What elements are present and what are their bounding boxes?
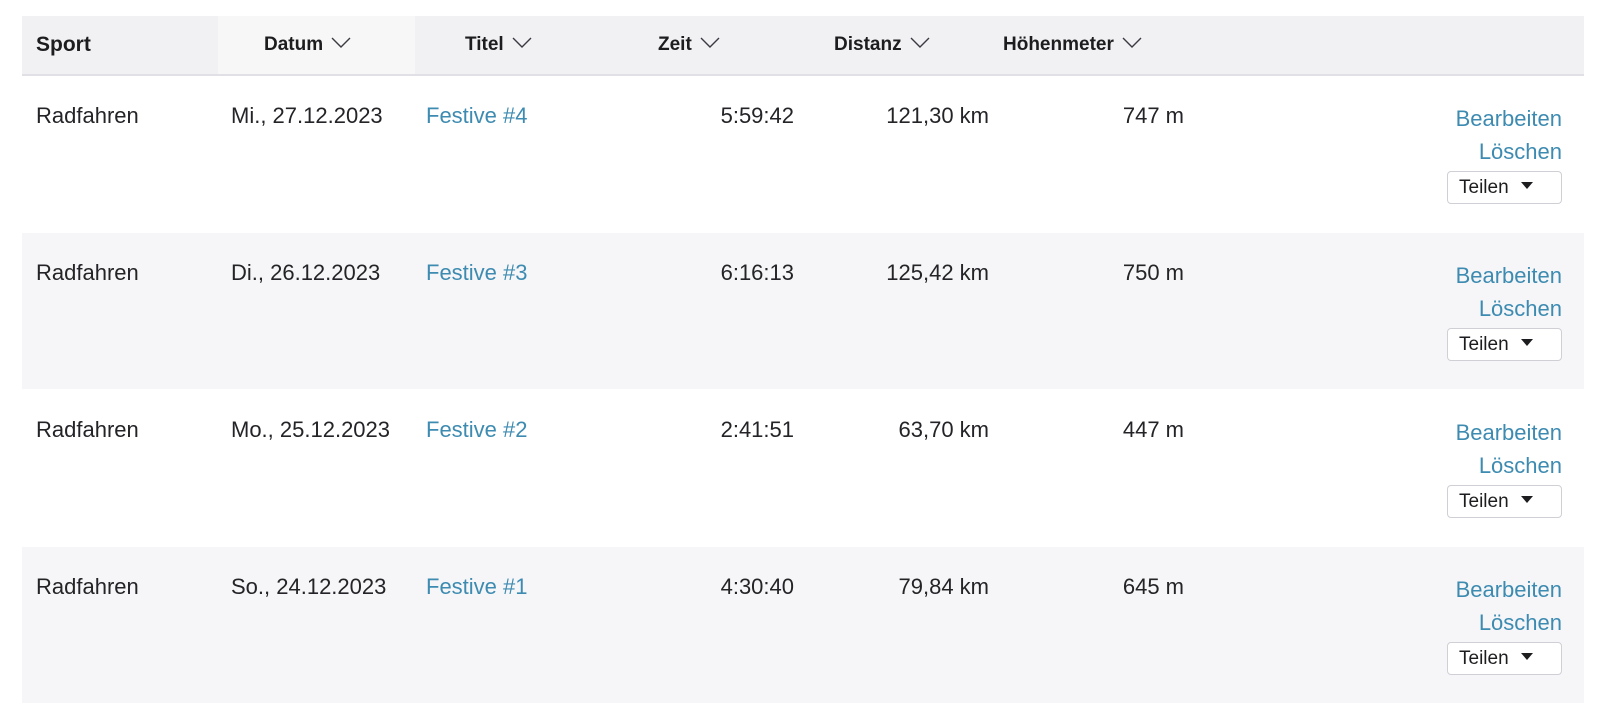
distance-cell: 63,70 km — [898, 417, 990, 442]
chevron-down-icon — [700, 37, 720, 48]
table-row: Radfahren Mi., 27.12.2023 Festive #4 5:5… — [22, 76, 1584, 233]
date-cell: So., 24.12.2023 — [231, 574, 387, 599]
sport-cell: Radfahren — [36, 260, 139, 285]
edit-link[interactable]: Bearbeiten — [1455, 106, 1562, 131]
column-header-distanz[interactable]: Distanz — [834, 16, 930, 74]
row-actions: Bearbeiten Löschen Teilen — [1447, 416, 1562, 518]
table-header: Sport Datum Titel Zeit Distanz Höhenmete… — [22, 16, 1584, 76]
column-header-label: Titel — [465, 34, 504, 55]
column-header-zeit[interactable]: Zeit — [658, 16, 720, 74]
share-label: Teilen — [1459, 177, 1509, 198]
column-header-titel[interactable]: Titel — [465, 16, 532, 74]
share-dropdown-button[interactable]: Teilen — [1447, 328, 1562, 361]
edit-link[interactable]: Bearbeiten — [1455, 577, 1562, 602]
date-cell: Mi., 27.12.2023 — [231, 103, 383, 128]
title-link[interactable]: Festive #3 — [426, 260, 528, 285]
caret-down-icon — [1520, 339, 1533, 347]
chevron-down-icon — [331, 37, 351, 48]
share-dropdown-button[interactable]: Teilen — [1447, 642, 1562, 675]
time-cell: 6:16:13 — [720, 260, 794, 285]
edit-link[interactable]: Bearbeiten — [1455, 420, 1562, 445]
caret-down-icon — [1520, 653, 1533, 661]
sport-cell: Radfahren — [36, 103, 139, 128]
title-link[interactable]: Festive #2 — [426, 417, 528, 442]
elevation-cell: 750 m — [1122, 260, 1184, 285]
table-row: Radfahren Mo., 25.12.2023 Festive #2 2:4… — [22, 390, 1584, 547]
chevron-down-icon — [910, 37, 930, 48]
share-label: Teilen — [1459, 334, 1509, 355]
row-actions: Bearbeiten Löschen Teilen — [1447, 102, 1562, 204]
distance-cell: 125,42 km — [886, 260, 989, 285]
delete-link[interactable]: Löschen — [1478, 610, 1562, 635]
edit-link[interactable]: Bearbeiten — [1455, 263, 1562, 288]
time-cell: 4:30:40 — [720, 574, 794, 599]
active-sort-column-bg — [218, 16, 415, 74]
title-link[interactable]: Festive #1 — [426, 574, 528, 599]
caret-down-icon — [1520, 496, 1533, 504]
share-dropdown-button[interactable]: Teilen — [1447, 485, 1562, 518]
share-label: Teilen — [1459, 648, 1509, 669]
row-actions: Bearbeiten Löschen Teilen — [1447, 573, 1562, 675]
delete-link[interactable]: Löschen — [1478, 139, 1562, 164]
delete-link[interactable]: Löschen — [1478, 296, 1562, 321]
column-header-hoehenmeter[interactable]: Höhenmeter — [1003, 16, 1142, 74]
chevron-down-icon — [512, 37, 532, 48]
elevation-cell: 645 m — [1122, 574, 1184, 599]
sport-cell: Radfahren — [36, 417, 139, 442]
column-header-label: Distanz — [834, 34, 902, 55]
column-header-label: Höhenmeter — [1003, 34, 1114, 55]
column-header-sport: Sport — [36, 16, 91, 74]
time-cell: 2:41:51 — [720, 417, 794, 442]
elevation-cell: 747 m — [1122, 103, 1184, 128]
table-row: Radfahren So., 24.12.2023 Festive #1 4:3… — [22, 547, 1584, 704]
activities-table: Sport Datum Titel Zeit Distanz Höhenmete… — [22, 16, 1584, 704]
share-dropdown-button[interactable]: Teilen — [1447, 171, 1562, 204]
share-label: Teilen — [1459, 491, 1509, 512]
time-cell: 5:59:42 — [720, 103, 794, 128]
sport-cell: Radfahren — [36, 574, 139, 599]
row-actions: Bearbeiten Löschen Teilen — [1447, 259, 1562, 361]
elevation-cell: 447 m — [1122, 417, 1184, 442]
column-header-label: Zeit — [658, 34, 692, 55]
table-row: Radfahren Di., 26.12.2023 Festive #3 6:1… — [22, 233, 1584, 390]
date-cell: Di., 26.12.2023 — [231, 260, 381, 285]
distance-cell: 79,84 km — [898, 574, 990, 599]
caret-down-icon — [1520, 182, 1533, 190]
delete-link[interactable]: Löschen — [1478, 453, 1562, 478]
distance-cell: 121,30 km — [886, 103, 989, 128]
title-link[interactable]: Festive #4 — [426, 103, 528, 128]
date-cell: Mo., 25.12.2023 — [231, 417, 391, 442]
column-header-datum[interactable]: Datum — [264, 16, 351, 74]
column-header-label: Sport — [36, 33, 91, 56]
chevron-down-icon — [1122, 37, 1142, 48]
column-header-label: Datum — [264, 34, 324, 55]
